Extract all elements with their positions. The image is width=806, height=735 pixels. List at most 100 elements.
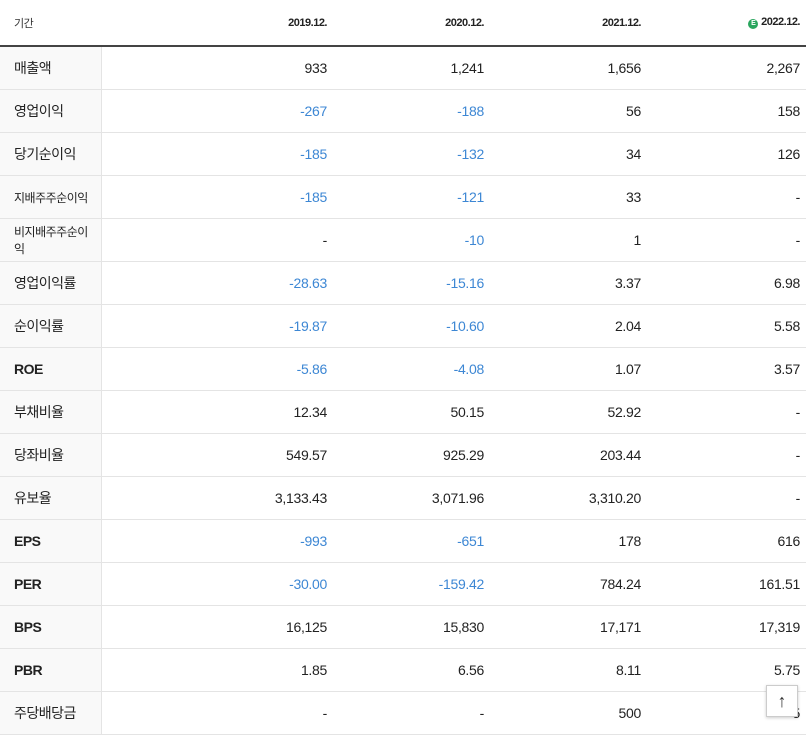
row-value: 5.75 (647, 648, 806, 692)
table-row: 주당배당금--5005 (0, 691, 806, 735)
table-row: 비지배주주순이익 - -10 1- (0, 218, 806, 262)
row-label: 부채비율 (0, 390, 102, 434)
row-value: -10.60 (333, 304, 490, 348)
row-value: 12.34 (101, 390, 333, 434)
table-row: 당좌비율 549.57 925.29 203.44- (0, 433, 806, 477)
table-row: 순이익률 -19.87 -10.60 2.04 5.58 (0, 304, 806, 348)
row-value: 784.24 (490, 562, 647, 606)
row-value: -30.00 (101, 562, 333, 606)
row-label: PBR (0, 648, 102, 692)
row-value: - (333, 691, 490, 735)
row-value: - (647, 433, 806, 477)
row-value: -188 (333, 89, 490, 133)
row-label: 당좌비율 (0, 433, 102, 477)
row-label: 매출액 (0, 46, 102, 90)
table-header-row: 기간 2019.12. 2020.12. 2021.12. E 2022.12. (0, 0, 806, 47)
table-row: PBR 1.85 6.56 8.11 5.75 (0, 648, 806, 692)
estimate-icon: E (748, 19, 759, 29)
row-value: 203.44 (490, 433, 647, 477)
row-value: 3,310.20 (490, 476, 647, 520)
row-label: BPS (0, 605, 102, 649)
row-value: 616 (647, 519, 806, 563)
row-label: PER (0, 562, 102, 606)
row-value: 34 (490, 132, 647, 176)
period-header: 2021.12. (490, 0, 647, 47)
row-value: -4.08 (333, 347, 490, 391)
row-value: - (101, 218, 333, 262)
arrow-up-icon: ↑ (777, 690, 787, 711)
row-value: -185 (101, 175, 333, 219)
row-value: -28.63 (101, 261, 333, 305)
row-label: 당기순이익 (0, 132, 102, 176)
table-row: 유보율 3,133.43 3,071.96 3,310.20- (0, 476, 806, 520)
row-value: 1,656 (490, 46, 647, 90)
period-header: 2020.12. (333, 0, 490, 47)
row-value: 5.58 (647, 304, 806, 348)
row-value: 178 (490, 519, 647, 563)
row-value: 158 (647, 89, 806, 133)
row-label: 순이익률 (0, 304, 102, 348)
row-value: 33 (490, 175, 647, 219)
row-value: - (647, 476, 806, 520)
row-value: - (647, 390, 806, 434)
row-value: 1.07 (490, 347, 647, 391)
row-value: 2.04 (490, 304, 647, 348)
table-row: 매출액 933 1,241 1,656 2,267 (0, 46, 806, 90)
period-header: 2019.12. (101, 0, 333, 47)
row-value: 161.51 (647, 562, 806, 606)
row-value: 3,071.96 (333, 476, 490, 520)
table-row: 영업이익률 -28.63 -15.16 3.37 6.98 (0, 261, 806, 305)
table-row: BPS 16,125 15,830 17,171 17,319 (0, 605, 806, 649)
row-value: -5.86 (101, 347, 333, 391)
table-row: 당기순이익 -185 -132 34 126 (0, 132, 806, 176)
scroll-top-button[interactable]: ↑ (766, 685, 798, 717)
row-value: -121 (333, 175, 490, 219)
row-value: 16,125 (101, 605, 333, 649)
period-header-label: 2022.12. (761, 16, 800, 28)
row-value: 126 (647, 132, 806, 176)
row-value: -15.16 (333, 261, 490, 305)
table-row: 부채비율 12.34 50.15 52.92- (0, 390, 806, 434)
row-value: - (647, 175, 806, 219)
row-value: - (647, 218, 806, 262)
row-value: 500 (490, 691, 647, 735)
period-label: 기간 (0, 0, 101, 47)
row-value: 3.57 (647, 347, 806, 391)
row-label: 유보율 (0, 476, 102, 520)
row-value: 3.37 (490, 261, 647, 305)
row-label: 비지배주주순이익 (0, 218, 102, 262)
row-value: -185 (101, 132, 333, 176)
row-value: 6.56 (333, 648, 490, 692)
row-value: 1 (490, 218, 647, 262)
row-label: EPS (0, 519, 102, 563)
table-row: 지배주주순이익 -185 -121 33- (0, 175, 806, 219)
row-label: 영업이익률 (0, 261, 102, 305)
row-value: 52.92 (490, 390, 647, 434)
row-label: ROE (0, 347, 102, 391)
row-label: 영업이익 (0, 89, 102, 133)
row-value: 2,267 (647, 46, 806, 90)
row-value: 17,319 (647, 605, 806, 649)
table-row: PER -30.00 -159.42 784.24 161.51 (0, 562, 806, 606)
row-value: 3,133.43 (101, 476, 333, 520)
row-value: 6.98 (647, 261, 806, 305)
row-value: 1,241 (333, 46, 490, 90)
row-value: -651 (333, 519, 490, 563)
table-row: ROE -5.86 -4.08 1.07 3.57 (0, 347, 806, 391)
row-value: 17,171 (490, 605, 647, 649)
row-value: 15,830 (333, 605, 490, 649)
table-row: 영업이익 -267 -188 56 158 (0, 89, 806, 133)
row-value: 56 (490, 89, 647, 133)
period-header-estimate: E 2022.12. (647, 0, 806, 47)
row-value: 549.57 (101, 433, 333, 477)
table-row: EPS -993 -651 178 616 (0, 519, 806, 563)
row-value: 50.15 (333, 390, 490, 434)
row-value: -159.42 (333, 562, 490, 606)
row-value: -19.87 (101, 304, 333, 348)
row-label: 주당배당금 (0, 691, 102, 735)
row-value: -267 (101, 89, 333, 133)
row-value: 925.29 (333, 433, 490, 477)
row-value: -132 (333, 132, 490, 176)
row-value: 933 (101, 46, 333, 90)
